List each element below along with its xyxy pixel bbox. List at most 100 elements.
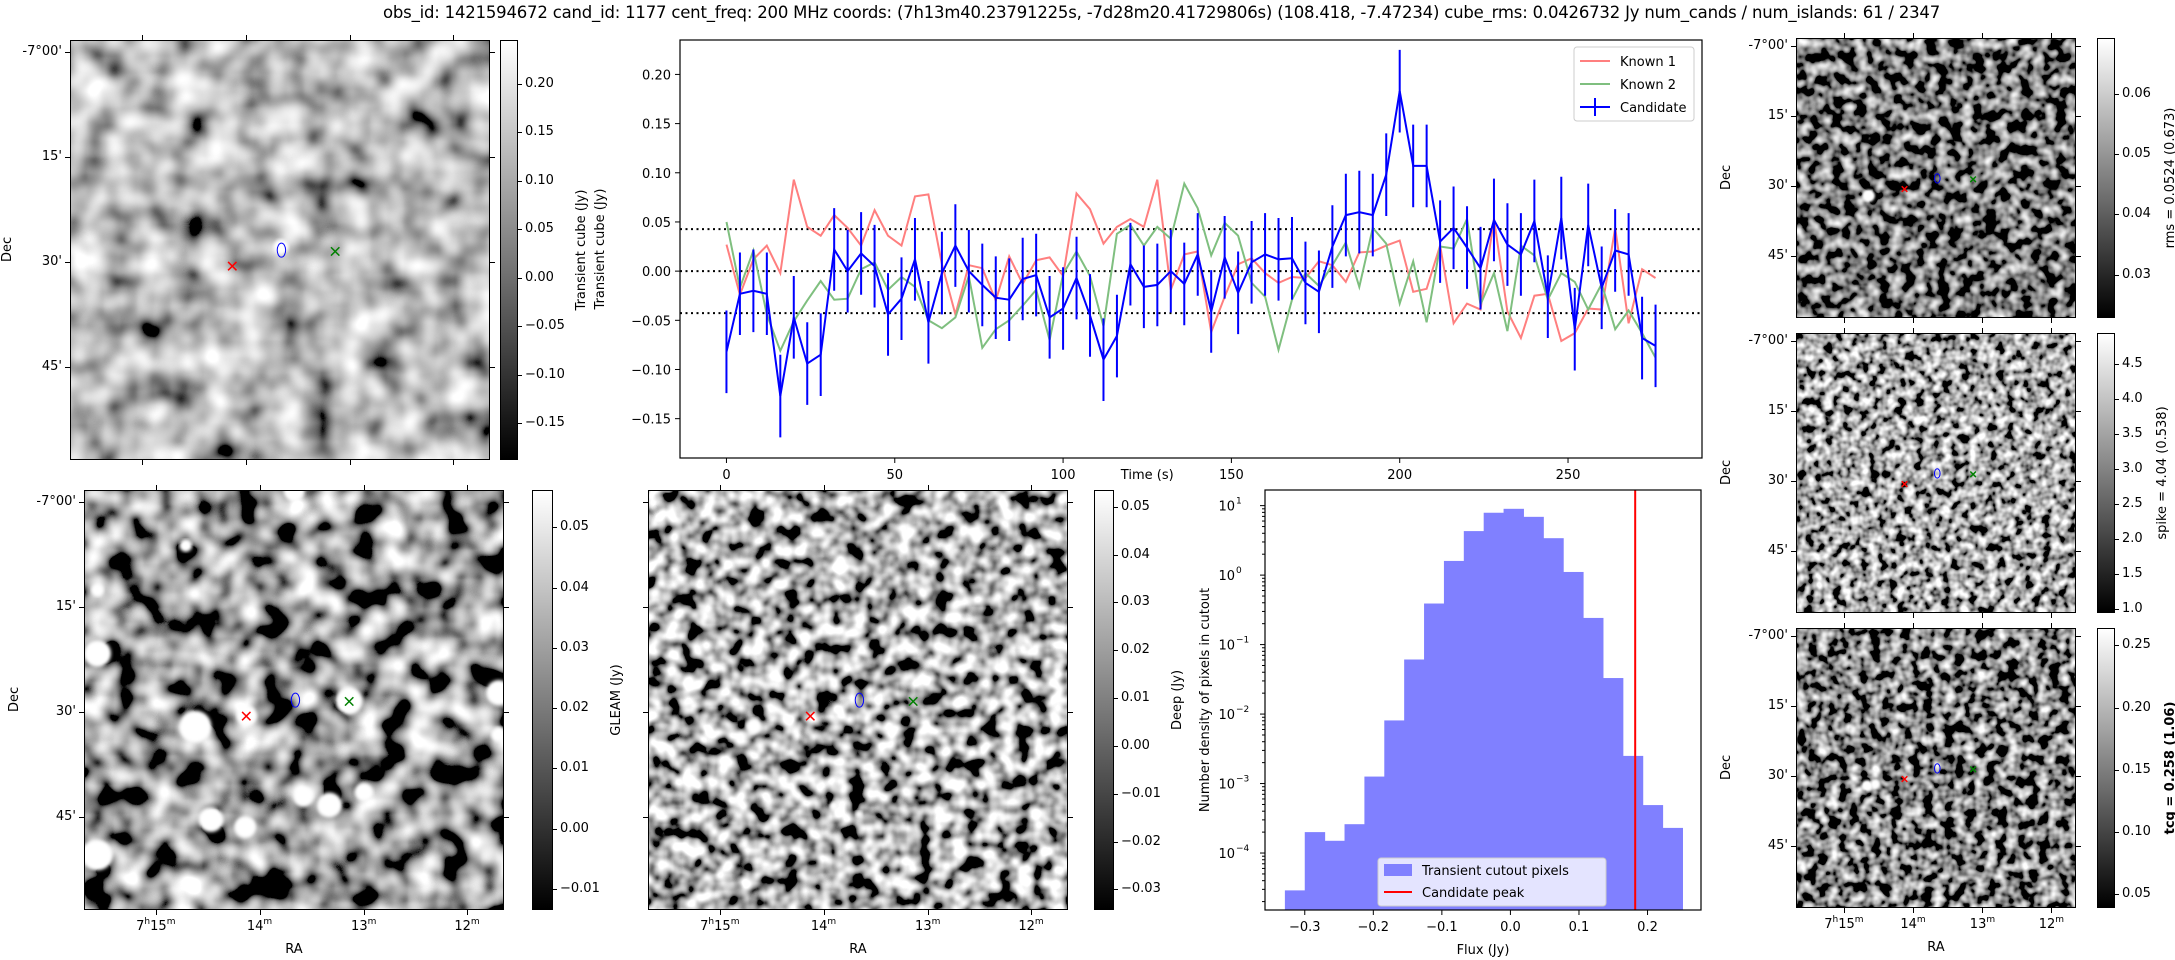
bright-source <box>1862 189 1875 202</box>
colorbar-tick-label: 0.00 <box>560 820 589 836</box>
colorbar-gleam <box>532 490 553 910</box>
known2-marker-icon <box>908 696 918 707</box>
colorbar-tick <box>2115 538 2119 540</box>
dec-tick-label: 30' <box>1767 472 1788 488</box>
known1-marker-icon <box>1901 185 1908 193</box>
histogram-bar <box>1344 824 1365 910</box>
ra-tick <box>719 485 721 490</box>
colorbar-tick <box>1114 793 1118 795</box>
colorbar-tick <box>1114 745 1118 747</box>
colorbar-tick <box>553 888 557 890</box>
dec-tick-label: -7°00' <box>1748 333 1788 349</box>
colorbar-tick-label: 2.5 <box>2122 495 2143 511</box>
dec-tick <box>1791 636 1796 638</box>
candidate-marker-icon <box>290 692 301 708</box>
colorbar-tick-label: 4.0 <box>2122 390 2143 406</box>
ra-tick <box>1913 908 1915 913</box>
dec-tick <box>2076 775 2081 777</box>
dec-tick <box>1791 255 1796 257</box>
colorbar-tick <box>553 828 557 830</box>
image-panel-spike <box>1796 333 2076 613</box>
dec-tick-label: 30' <box>41 253 62 269</box>
bright-source <box>829 801 838 811</box>
colorbar-tick <box>1114 506 1118 508</box>
colorbar-tick <box>2115 707 2119 709</box>
dec-axis-label: Dec <box>1719 164 1734 190</box>
ra-tick <box>1982 613 1984 618</box>
dec-axis-label: Dec <box>1719 754 1734 780</box>
colorbar-tick-label: 0.04 <box>1121 546 1150 562</box>
bright-source <box>179 710 212 743</box>
dec-tick <box>65 261 70 263</box>
colorbar-tick <box>2115 93 2119 95</box>
light-curve-chart: 0 50 100 150 200 250 −0.15 −0.10 −0.05 0.00 0.05 0.… <box>593 39 1703 483</box>
colorbar-tcg <box>2097 628 2115 908</box>
ra-axis-label: RA <box>285 942 303 957</box>
histogram-bar <box>1463 531 1485 910</box>
dec-tick <box>643 711 648 713</box>
colorbar-tick <box>553 768 557 770</box>
colorbar-tick <box>2115 274 2119 276</box>
colorbar-tick-label: −0.05 <box>525 318 565 334</box>
x-tick-label: −0.3 <box>1289 920 1321 935</box>
bright-source <box>486 680 503 706</box>
light-curve-axes-frame <box>679 39 1703 459</box>
x-axis-label: Time (s) <box>1120 468 1174 483</box>
colorbar-tick <box>2115 894 2119 896</box>
histogram-bar <box>1523 516 1544 910</box>
dec-tick-label: 15' <box>55 599 76 615</box>
ra-tick <box>245 460 247 465</box>
ra-tick <box>823 485 825 490</box>
x-axis-label: Flux (Jy) <box>1457 943 1510 958</box>
colorbar-tick-label: 0.00 <box>525 269 554 285</box>
dec-tick <box>504 607 509 609</box>
candidate-marker-icon <box>854 692 865 708</box>
ra-tick <box>1843 623 1845 628</box>
histogram-bar <box>1622 755 1644 910</box>
colorbar-tick-label: 0.20 <box>2122 699 2151 715</box>
colorbar-tick-label: 0.05 <box>2122 886 2151 902</box>
histogram-bar <box>1583 617 1604 910</box>
dec-tick <box>1791 46 1796 48</box>
noise-image <box>1797 334 2075 612</box>
y-tick-label: 0.10 <box>642 167 671 182</box>
dec-tick <box>2076 550 2081 552</box>
x-tick-label: −0.1 <box>1426 920 1458 935</box>
dec-tick-label: 15' <box>1767 108 1788 124</box>
histogram-bar <box>1483 512 1505 910</box>
dec-tick-label: 30' <box>1767 177 1788 193</box>
bright-source <box>85 640 112 667</box>
colorbar-tick <box>518 83 522 85</box>
ra-tick <box>823 910 825 915</box>
bright-source <box>179 539 193 552</box>
dec-tick <box>490 157 495 159</box>
ra-tick-label: 12m <box>454 917 480 934</box>
colorbar-tick <box>518 229 522 231</box>
dec-tick-label: -7°00' <box>1748 38 1788 54</box>
dec-axis-label: Dec <box>7 686 22 712</box>
colorbar-tick <box>518 277 522 279</box>
legend-label: Candidate peak <box>1422 886 1525 901</box>
series-line-candidate <box>725 90 1657 397</box>
ra-tick <box>259 485 261 490</box>
dec-tick <box>65 366 70 368</box>
y-tick-exponent: −3 <box>1236 775 1249 785</box>
colorbar-tick-label: 0.00 <box>1121 737 1150 753</box>
colorbar-tick-label: 0.10 <box>2122 824 2151 840</box>
candidate-marker-icon <box>276 242 287 258</box>
colorbar-label: rms = 0.0524 (0.673) <box>2162 107 2175 249</box>
dec-tick <box>2076 480 2081 482</box>
histogram-bar <box>1602 678 1624 910</box>
y-tick-label: 0.20 <box>642 68 671 83</box>
ra-tick <box>1982 908 1984 913</box>
known1-marker-icon <box>241 711 252 721</box>
dec-tick <box>79 816 84 818</box>
colorbar-tick <box>1114 698 1118 700</box>
colorbar-tick <box>1114 554 1118 556</box>
bright-source <box>1861 780 1873 792</box>
colorbar-tick-label: 0.04 <box>2122 206 2151 222</box>
colorbar-tick-label: 0.10 <box>525 172 554 188</box>
colorbar-tick-label: 0.02 <box>1121 642 1150 658</box>
bright-source <box>283 491 305 502</box>
colorbar-label: spike = 4.04 (0.538) <box>2154 406 2170 540</box>
